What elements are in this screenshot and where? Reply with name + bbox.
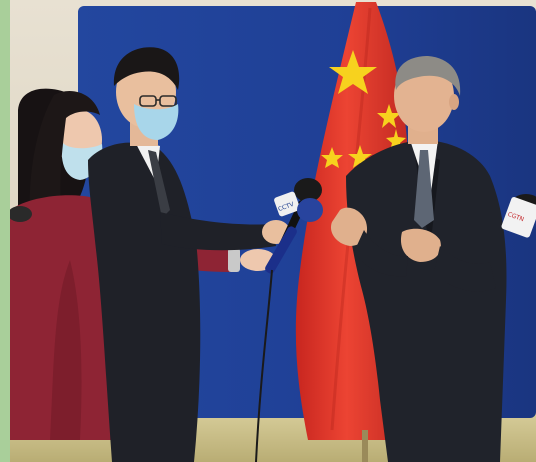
flag-stars	[321, 50, 406, 168]
microphones: CCTV	[255, 178, 323, 462]
male-reporter	[88, 47, 290, 462]
flag-pole-base	[362, 430, 368, 462]
left-border-strip	[0, 0, 10, 462]
photo-scene: CCTV	[10, 0, 536, 462]
right-microphone: CGTN	[501, 194, 536, 238]
interviewee	[330, 56, 507, 462]
